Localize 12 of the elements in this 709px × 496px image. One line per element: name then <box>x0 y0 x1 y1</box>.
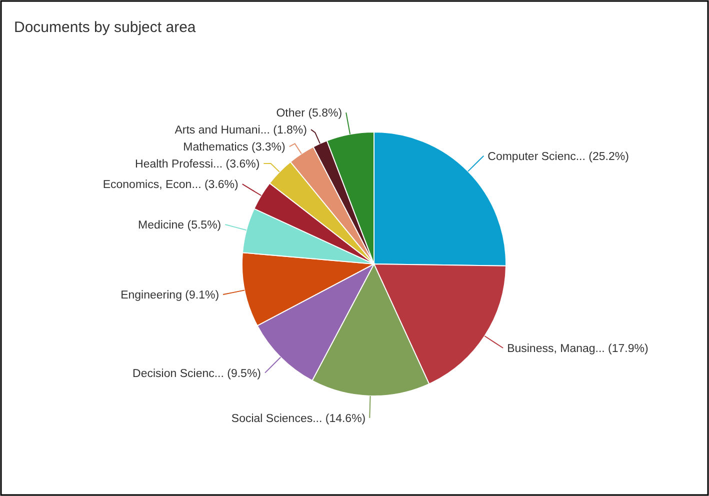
slice-label: Computer Scienc... (25.2%) <box>488 150 630 163</box>
slice-label: Decision Scienc... (9.5%) <box>132 368 262 380</box>
slice-label: Economics, Econ... (3.6%) <box>102 179 239 192</box>
slice-label: Arts and Humani... (1.8%) <box>174 124 308 137</box>
slice-label: Engineering (9.1%) <box>120 290 220 302</box>
slice-label: Medicine (5.5%) <box>138 220 222 232</box>
slice-label: Social Sciences... (14.6%) <box>231 412 366 425</box>
slice-label: Business, Manag... (17.9%) <box>507 343 648 356</box>
slice-label: Other (5.8%) <box>276 108 342 120</box>
slice-label: Health Professi... (3.6%) <box>135 158 260 171</box>
slice-label: Mathematics (3.3%) <box>183 142 286 154</box>
chart-title: Documents by subject area <box>14 19 196 36</box>
